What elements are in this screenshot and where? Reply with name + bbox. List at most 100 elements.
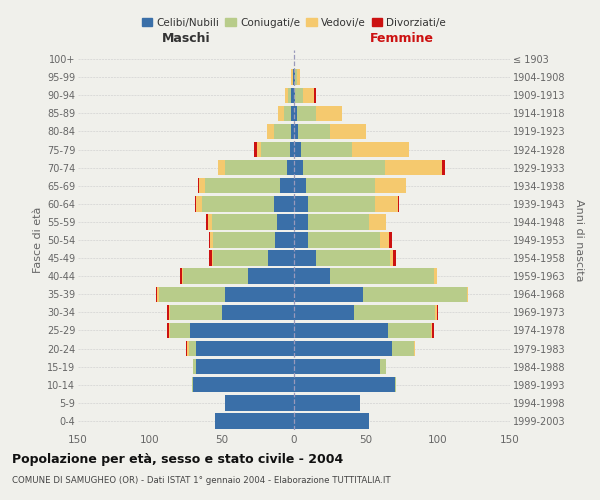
Bar	[352, 142, 409, 157]
Bar	[297, 106, 316, 121]
Bar	[294, 323, 388, 338]
Bar	[355, 304, 435, 320]
Bar	[413, 341, 415, 356]
Bar	[308, 214, 369, 230]
Bar	[183, 268, 248, 284]
Y-axis label: Anni di nascita: Anni di nascita	[574, 198, 584, 281]
Bar	[294, 341, 392, 356]
Bar	[214, 232, 275, 248]
Bar	[330, 124, 366, 139]
Bar	[434, 268, 437, 284]
Bar	[374, 178, 406, 194]
Bar	[467, 286, 468, 302]
Bar	[291, 106, 294, 121]
Bar	[202, 196, 274, 212]
Bar	[169, 304, 170, 320]
Bar	[385, 160, 442, 176]
Bar	[208, 214, 212, 230]
Bar	[389, 232, 392, 248]
Bar	[330, 268, 434, 284]
Bar	[294, 196, 308, 212]
Bar	[294, 142, 301, 157]
Bar	[314, 88, 316, 103]
Bar	[187, 341, 189, 356]
Bar	[288, 88, 291, 103]
Bar	[192, 377, 193, 392]
Bar	[214, 250, 268, 266]
Bar	[298, 124, 330, 139]
Bar	[294, 377, 395, 392]
Bar	[274, 124, 291, 139]
Bar	[212, 250, 214, 266]
Bar	[167, 304, 169, 320]
Bar	[291, 124, 294, 139]
Bar	[294, 414, 369, 428]
Bar	[194, 196, 196, 212]
Bar	[316, 106, 341, 121]
Bar	[392, 341, 413, 356]
Bar	[280, 178, 294, 194]
Bar	[196, 359, 294, 374]
Bar	[222, 304, 294, 320]
Bar	[301, 142, 352, 157]
Bar	[291, 88, 294, 103]
Bar	[294, 70, 295, 85]
Text: Femmine: Femmine	[370, 32, 434, 44]
Bar	[437, 304, 438, 320]
Bar	[278, 106, 284, 121]
Bar	[254, 142, 257, 157]
Bar	[196, 341, 294, 356]
Bar	[180, 268, 182, 284]
Bar	[363, 286, 467, 302]
Bar	[225, 160, 287, 176]
Bar	[398, 196, 399, 212]
Bar	[248, 268, 294, 284]
Bar	[261, 142, 290, 157]
Bar	[294, 304, 355, 320]
Bar	[294, 395, 360, 410]
Bar	[225, 286, 294, 302]
Bar	[294, 268, 330, 284]
Bar	[294, 106, 297, 121]
Bar	[287, 160, 294, 176]
Bar	[212, 214, 277, 230]
Bar	[442, 160, 445, 176]
Bar	[157, 286, 158, 302]
Bar	[293, 70, 294, 85]
Bar	[294, 232, 308, 248]
Bar	[156, 286, 157, 302]
Bar	[286, 88, 288, 103]
Bar	[193, 359, 196, 374]
Bar	[209, 250, 212, 266]
Bar	[257, 142, 261, 157]
Bar	[294, 124, 298, 139]
Bar	[294, 250, 316, 266]
Bar	[294, 286, 363, 302]
Bar	[170, 323, 190, 338]
Bar	[295, 70, 297, 85]
Bar	[158, 286, 225, 302]
Bar	[394, 250, 396, 266]
Y-axis label: Fasce di età: Fasce di età	[32, 207, 43, 273]
Bar	[182, 268, 183, 284]
Bar	[295, 88, 302, 103]
Bar	[294, 178, 305, 194]
Bar	[369, 214, 386, 230]
Bar	[305, 178, 374, 194]
Bar	[297, 70, 300, 85]
Bar	[308, 196, 374, 212]
Bar	[291, 70, 293, 85]
Bar	[294, 214, 308, 230]
Text: Maschi: Maschi	[161, 32, 211, 44]
Bar	[197, 178, 199, 194]
Bar	[186, 341, 187, 356]
Bar	[432, 323, 434, 338]
Bar	[388, 323, 431, 338]
Bar	[190, 323, 294, 338]
Bar	[308, 232, 380, 248]
Bar	[275, 232, 294, 248]
Bar	[169, 323, 170, 338]
Bar	[302, 160, 385, 176]
Bar	[395, 377, 396, 392]
Bar	[374, 196, 398, 212]
